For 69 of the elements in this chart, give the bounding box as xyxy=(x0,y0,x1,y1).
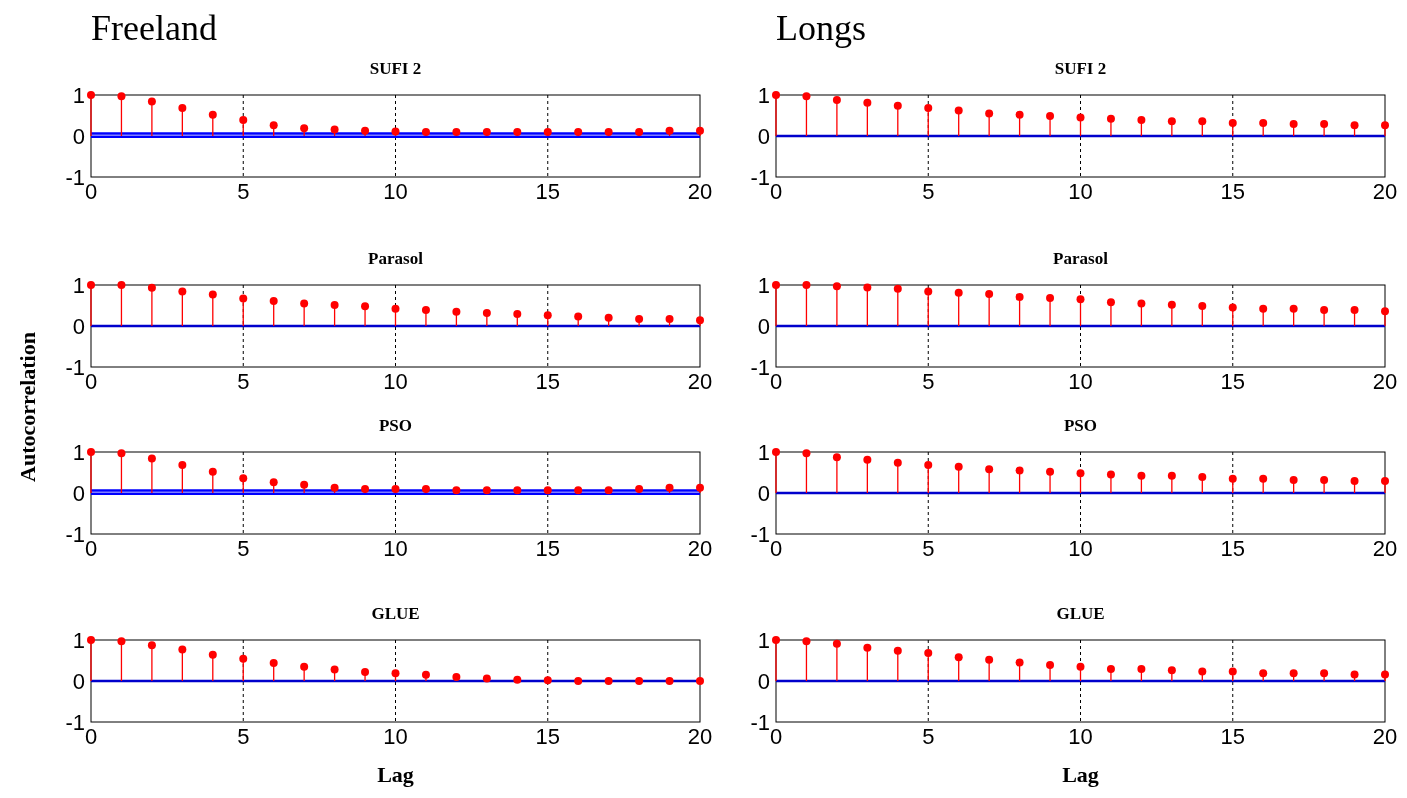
x-tick-label: 15 xyxy=(1220,724,1245,749)
x-tick-label: 20 xyxy=(687,179,713,204)
y-tick-label: 0 xyxy=(757,481,770,506)
chart-title: PSO xyxy=(378,416,413,435)
x-tick-label: 10 xyxy=(1068,179,1093,204)
x-tick-label: 15 xyxy=(1220,369,1245,394)
x-tick-label: 5 xyxy=(237,369,250,394)
y-tick-label: -1 xyxy=(750,522,770,547)
y-tick-label: 0 xyxy=(72,314,85,339)
x-tick-label: 10 xyxy=(1068,536,1093,561)
y-tick-label: 0 xyxy=(757,314,770,339)
x-tick-label: 5 xyxy=(237,179,250,204)
chart-title: GLUE xyxy=(371,604,420,623)
x-tick-label: 5 xyxy=(922,536,935,561)
x-tick-label: 20 xyxy=(1372,179,1398,204)
x-tick-label: 10 xyxy=(383,179,408,204)
y-tick-label: -1 xyxy=(65,522,85,547)
x-tick-label: 10 xyxy=(383,536,408,561)
y-tick-label: -1 xyxy=(65,165,85,190)
y-tick-label: -1 xyxy=(750,355,770,380)
x-tick-label: 5 xyxy=(922,369,935,394)
x-tick-label: 20 xyxy=(1372,369,1398,394)
y-tick-label: 1 xyxy=(72,83,85,108)
x-tick-label: 20 xyxy=(687,369,713,394)
y-tick-label: -1 xyxy=(750,165,770,190)
x-tick-label: 10 xyxy=(383,724,408,749)
x-tick-label: 15 xyxy=(1220,179,1245,204)
x-tick-label: 5 xyxy=(237,724,250,749)
y-axis-title: Autocorrelation xyxy=(15,332,40,482)
x-tick-label: 20 xyxy=(687,536,713,561)
y-tick-label: -1 xyxy=(65,710,85,735)
x-tick-label: 10 xyxy=(383,369,408,394)
x-tick-label: 5 xyxy=(922,724,935,749)
x-tick-label: 15 xyxy=(535,536,560,561)
y-tick-label: 1 xyxy=(72,273,85,298)
x-tick-label: 20 xyxy=(1372,536,1398,561)
x-tick-label: 5 xyxy=(237,536,250,561)
y-tick-label: -1 xyxy=(750,710,770,735)
y-tick-label: -1 xyxy=(65,355,85,380)
x-tick-label: 20 xyxy=(687,724,713,749)
chart-title: SUFI 2 xyxy=(1054,59,1107,78)
chart-title: Parasol xyxy=(368,249,424,268)
y-tick-label: 1 xyxy=(757,628,770,653)
y-tick-label: 0 xyxy=(72,669,85,694)
y-tick-label: 1 xyxy=(72,440,85,465)
text: Longs xyxy=(776,8,866,48)
x-axis-title: Lag xyxy=(1062,762,1099,787)
chart-title: SUFI 2 xyxy=(369,59,422,78)
x-tick-label: 20 xyxy=(1372,724,1398,749)
y-tick-label: 0 xyxy=(757,124,770,149)
x-tick-label: 15 xyxy=(1220,536,1245,561)
y-tick-label: 0 xyxy=(72,481,85,506)
y-tick-label: 0 xyxy=(72,124,85,149)
x-tick-label: 15 xyxy=(535,369,560,394)
x-tick-label: 5 xyxy=(922,179,935,204)
y-tick-label: 1 xyxy=(757,273,770,298)
x-tick-label: 15 xyxy=(535,724,560,749)
y-tick-label: 1 xyxy=(757,83,770,108)
chart-title: Parasol xyxy=(1053,249,1109,268)
x-tick-label: 10 xyxy=(1068,369,1093,394)
chart-title: GLUE xyxy=(1056,604,1105,623)
x-axis-title: Lag xyxy=(377,762,414,787)
text: Freeland xyxy=(91,8,217,48)
y-tick-label: 1 xyxy=(72,628,85,653)
y-tick-label: 0 xyxy=(757,669,770,694)
y-tick-label: 1 xyxy=(757,440,770,465)
chart-title: PSO xyxy=(1063,416,1098,435)
x-tick-label: 10 xyxy=(1068,724,1093,749)
x-tick-label: 15 xyxy=(535,179,560,204)
